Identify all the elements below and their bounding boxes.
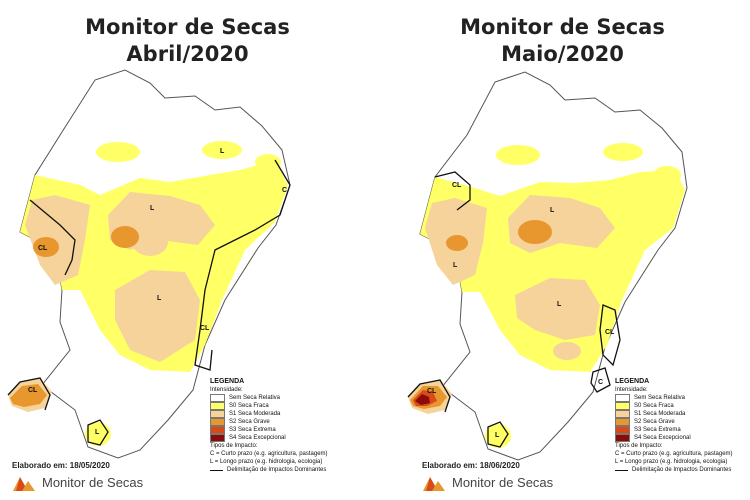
legend-swatch <box>210 434 225 442</box>
legend-item: S3 Seca Extrema <box>615 426 733 434</box>
legend-impact-item: C = Curto prazo (e.g. agricultura, pasta… <box>210 451 328 457</box>
s4-areas <box>415 394 430 405</box>
impact-label: CL <box>427 388 437 395</box>
brand: Monitor de Secas <box>422 472 553 492</box>
legend-item: S3 Seca Extrema <box>210 426 328 434</box>
legend-line-item: Delimitação de Impactos Dominantes <box>615 466 733 474</box>
legend-swatch <box>615 394 630 402</box>
legend-item: Sem Seca Relativa <box>615 394 733 402</box>
legend-item: S0 Seca Fraca <box>615 402 733 410</box>
impact-label: L <box>453 262 458 269</box>
legend-impact-title: Tipos de Impacto: <box>210 443 258 449</box>
map-panel-maio: Monitor de Secas Maio/2020 <box>375 0 750 500</box>
elaborado-date: Elaborado em: 18/06/2020 <box>422 461 520 470</box>
line-swatch <box>615 469 628 471</box>
legend: LEGENDA Intensidade: Sem Seca Relativa S… <box>210 378 328 474</box>
impact-label: L <box>157 295 162 302</box>
map-title: Monitor de Secas <box>460 15 665 39</box>
map-title: Monitor de Secas <box>85 15 290 39</box>
legend-impact-title: Tipos de Impacto: <box>615 443 663 449</box>
drought-map-maio: CL L L L CL C CL L <box>407 71 688 461</box>
map-panel-abril: Monitor de Secas Abril/2020 <box>7 15 328 492</box>
impact-label: CL <box>28 387 38 394</box>
legend-intensity-label: Intensidade: <box>210 387 243 393</box>
brand-name: Monitor de Secas <box>452 474 554 490</box>
monitor-logo-icon <box>13 477 35 491</box>
map-period: Maio/2020 <box>501 42 624 66</box>
legend-swatch <box>210 426 225 434</box>
monitor-logo-icon <box>423 477 445 491</box>
legend-impact-item: C = Curto prazo (e.g. agricultura, pasta… <box>615 451 733 457</box>
impact-label: L <box>550 207 555 214</box>
brand-name: Monitor de Secas <box>42 474 144 490</box>
legend-swatch <box>615 426 630 434</box>
impact-label: L <box>95 429 100 436</box>
legend-swatch <box>210 402 225 410</box>
legend-swatch <box>210 410 225 418</box>
impact-label: CL <box>605 329 615 336</box>
legend: LEGENDA Intensidade: Sem Seca Relativa S… <box>615 378 733 474</box>
elaborado-date: Elaborado em: 18/05/2020 <box>12 461 110 470</box>
impact-boundaries <box>7 159 291 446</box>
brand: Monitor de Secas <box>12 472 143 492</box>
legend-swatch <box>210 394 225 402</box>
legend-impact-item: L = Longo prazo (e.g. hidrologia, ecolog… <box>615 459 728 465</box>
impact-label: C <box>282 187 287 194</box>
legend-item: S2 Seca Grave <box>210 418 328 426</box>
s2-areas <box>10 226 139 407</box>
legend-swatch <box>615 402 630 410</box>
legend-impact-item: L = Longo prazo (e.g. hidrologia, ecolog… <box>210 459 323 465</box>
legend-item: S1 Seca Moderada <box>615 410 733 418</box>
impact-label: CL <box>452 182 462 189</box>
impact-label: L <box>220 148 225 155</box>
impact-label: C <box>598 379 603 386</box>
impact-boundaries <box>407 171 621 448</box>
legend-swatch <box>615 434 630 442</box>
legend-title: LEGENDA <box>210 378 245 385</box>
legend-line-item: Delimitação de Impactos Dominantes <box>210 466 328 474</box>
line-swatch <box>210 469 223 471</box>
legend-item: S4 Seca Excepcional <box>210 434 328 442</box>
legend-item: S1 Seca Moderada <box>210 410 328 418</box>
map-period: Abril/2020 <box>126 42 249 66</box>
impact-label: L <box>495 432 500 439</box>
legend-intensity-label: Intensidade: <box>615 387 648 393</box>
s0-main <box>420 170 685 372</box>
legend-item: Sem Seca Relativa <box>210 394 328 402</box>
legend-item: S2 Seca Grave <box>615 418 733 426</box>
legend-title: LEGENDA <box>615 378 650 385</box>
s0-areas <box>420 143 685 448</box>
legend-swatch <box>210 418 225 426</box>
impact-label: L <box>557 301 562 308</box>
legend-item: S0 Seca Fraca <box>210 402 328 410</box>
legend-swatch <box>615 418 630 426</box>
impact-label: CL <box>38 245 48 252</box>
impact-label: L <box>150 205 155 212</box>
impact-label: CL <box>200 325 210 332</box>
drought-map-abril: CL L C L L CL CL L <box>7 69 291 459</box>
legend-swatch <box>615 410 630 418</box>
legend-item: S4 Seca Excepcional <box>615 434 733 442</box>
